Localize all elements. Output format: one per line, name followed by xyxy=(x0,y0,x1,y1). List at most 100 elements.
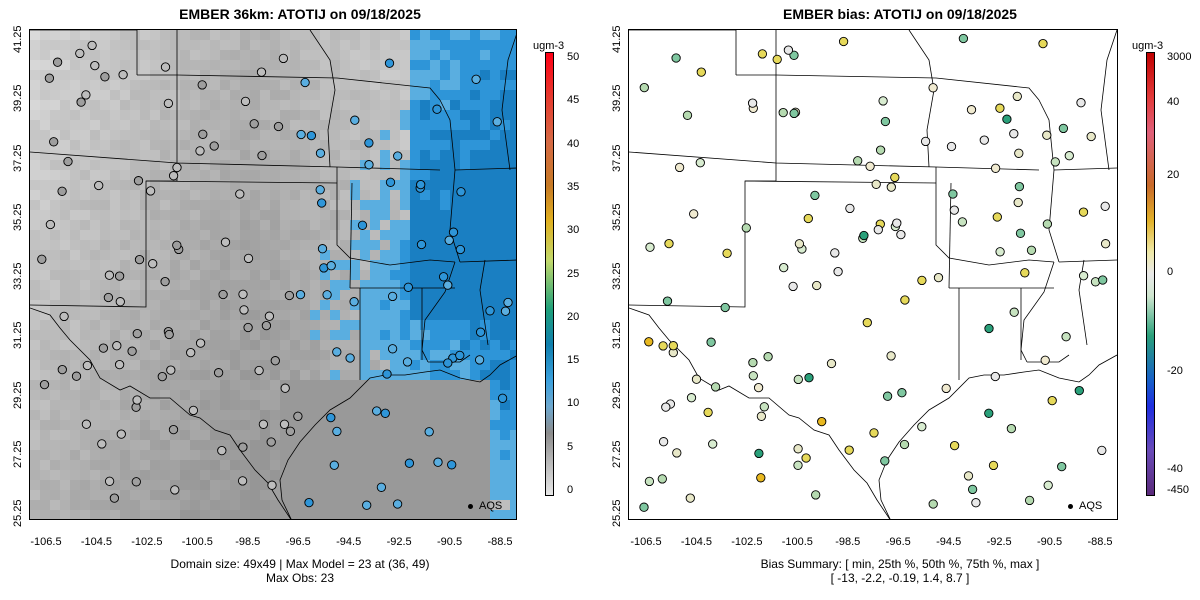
grid-cell xyxy=(480,340,491,351)
grid-cell xyxy=(220,300,231,311)
bias-site-marker xyxy=(886,351,896,361)
grid-cell xyxy=(360,470,371,481)
grid-cell xyxy=(460,390,471,401)
grid-cell xyxy=(330,180,341,191)
grid-cell xyxy=(230,40,241,51)
grid-cell xyxy=(300,110,311,121)
grid-cell xyxy=(250,190,261,201)
grid-cell xyxy=(470,230,481,241)
grid-cell xyxy=(170,220,181,231)
grid-cell xyxy=(130,500,141,511)
grid-cell xyxy=(440,330,451,341)
grid-cell xyxy=(160,50,171,61)
grid-cell xyxy=(280,170,291,181)
grid-cell xyxy=(430,390,441,401)
grid-cell xyxy=(370,40,381,51)
grid-cell xyxy=(290,100,301,111)
y-tick-label: 39.25 xyxy=(611,84,623,113)
bias-caption-line2: [ -13, -2.2, -0.19, 1.4, 8.7 ] xyxy=(830,571,970,585)
aqs-site-marker xyxy=(264,311,275,321)
grid-cell xyxy=(110,400,121,411)
grid-cell xyxy=(120,420,131,431)
grid-cell xyxy=(470,260,481,271)
grid-cell xyxy=(240,260,251,271)
state-border-line xyxy=(935,183,1055,266)
x-tick-label: -102.5 xyxy=(731,536,763,548)
grid-cell xyxy=(200,50,211,61)
grid-cell xyxy=(140,210,151,221)
grid-cell xyxy=(110,390,121,401)
grid-cell xyxy=(30,200,41,211)
grid-cell xyxy=(330,390,341,401)
grid-cell xyxy=(410,60,421,71)
aqs-site-marker xyxy=(296,129,306,140)
grid-cell xyxy=(70,260,81,271)
grid-cell xyxy=(60,400,71,411)
grid-cell xyxy=(180,260,191,271)
grid-cell xyxy=(100,380,111,391)
grid-cell xyxy=(300,160,311,171)
grid-cell xyxy=(180,250,191,261)
grid-cell xyxy=(110,180,121,191)
grid-cell xyxy=(360,380,371,391)
grid-cell xyxy=(510,60,516,71)
grid-cell xyxy=(150,150,161,161)
grid-cell xyxy=(330,170,341,181)
grid-cell xyxy=(100,240,111,251)
grid-cell xyxy=(150,310,161,321)
aqs-marker-icon xyxy=(468,503,473,509)
grid-cell xyxy=(300,360,311,371)
grid-cell xyxy=(310,70,321,81)
grid-cell xyxy=(390,210,401,221)
grid-cell xyxy=(460,270,471,281)
bias-site-marker xyxy=(668,341,678,351)
grid-cell xyxy=(480,430,491,441)
grid-cell xyxy=(260,350,271,361)
grid-cell xyxy=(120,200,131,211)
grid-cell xyxy=(470,490,481,501)
grid-cell xyxy=(180,350,191,361)
grid-cell xyxy=(50,200,61,211)
bias-site-marker xyxy=(757,49,768,59)
grid-cell xyxy=(390,140,401,151)
grid-cell xyxy=(140,30,151,41)
grid-cell xyxy=(150,80,161,91)
grid-cell xyxy=(130,470,141,481)
grid-cell xyxy=(190,390,201,401)
grid-cell xyxy=(490,210,501,221)
grid-cell xyxy=(480,310,491,321)
grid-cell xyxy=(190,50,201,61)
grid-cell xyxy=(340,390,351,401)
grid-cell xyxy=(160,480,171,491)
grid-cell xyxy=(450,390,461,401)
grid-cell xyxy=(140,410,151,421)
grid-cell xyxy=(310,100,321,111)
grid-cell xyxy=(170,110,181,121)
grid-cell xyxy=(430,290,441,301)
bias-site-marker xyxy=(1009,129,1019,139)
grid-cell xyxy=(280,90,291,101)
grid-cell xyxy=(350,350,361,361)
grid-cell xyxy=(80,110,91,121)
grid-cell xyxy=(500,100,511,111)
grid-cell xyxy=(140,140,151,151)
grid-cell xyxy=(380,270,391,281)
bias-site-marker xyxy=(812,280,822,291)
grid-cell xyxy=(180,140,191,151)
grid-cell xyxy=(110,510,121,519)
grid-cell xyxy=(140,400,151,411)
grid-cell xyxy=(470,480,481,491)
grid-cell xyxy=(130,260,141,271)
aqs-site-marker xyxy=(444,235,454,245)
grid-cell xyxy=(430,110,441,121)
grid-cell xyxy=(210,70,221,81)
grid-cell xyxy=(190,110,201,121)
grid-cell xyxy=(100,250,111,261)
grid-cell xyxy=(430,240,441,251)
grid-cell xyxy=(230,330,241,341)
grid-cell xyxy=(320,90,331,101)
grid-cell xyxy=(400,90,411,101)
grid-cell xyxy=(60,160,71,171)
grid-cell xyxy=(260,200,271,211)
grid-cell xyxy=(50,380,61,391)
